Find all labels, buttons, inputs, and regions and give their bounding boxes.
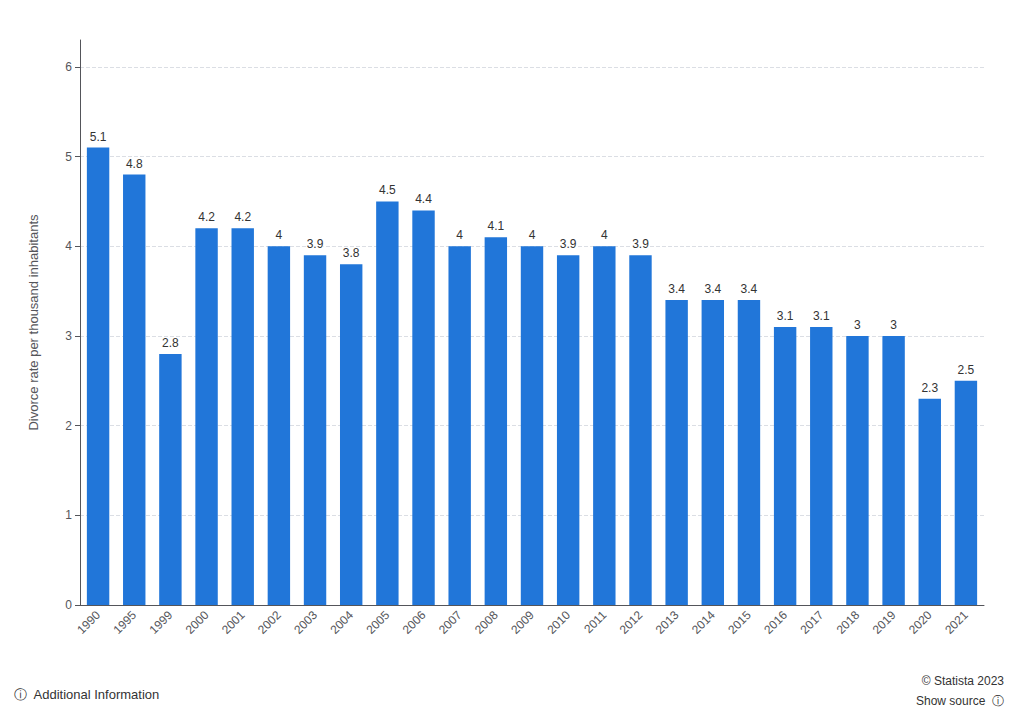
svg-text:2.3: 2.3	[921, 381, 938, 395]
svg-text:ⓘ Additional Information: ⓘ Additional Information	[14, 687, 159, 702]
svg-text:2009: 2009	[508, 608, 537, 637]
svg-text:2017: 2017	[797, 608, 826, 637]
svg-text:3.4: 3.4	[704, 282, 721, 296]
svg-text:3: 3	[854, 318, 861, 332]
svg-text:4.5: 4.5	[379, 183, 396, 197]
svg-text:0: 0	[65, 598, 72, 612]
svg-text:6: 6	[65, 60, 72, 74]
svg-text:2019: 2019	[870, 608, 899, 637]
svg-text:3.9: 3.9	[307, 237, 324, 251]
svg-text:2.5: 2.5	[958, 363, 975, 377]
svg-text:2011: 2011	[581, 608, 609, 636]
svg-text:2006: 2006	[400, 608, 429, 637]
svg-text:2004: 2004	[327, 608, 356, 637]
svg-text:2013: 2013	[653, 608, 682, 637]
svg-text:Divorce rate per thousand inha: Divorce rate per thousand inhabitants	[26, 214, 41, 431]
svg-text:4: 4	[601, 228, 608, 242]
svg-text:2001: 2001	[219, 608, 248, 637]
svg-text:3: 3	[65, 329, 72, 343]
svg-text:4.8: 4.8	[126, 157, 143, 171]
svg-text:2015: 2015	[725, 608, 754, 637]
svg-text:3.9: 3.9	[560, 237, 577, 251]
svg-text:3.8: 3.8	[343, 246, 360, 260]
svg-text:4.4: 4.4	[415, 192, 432, 206]
svg-text:5.1: 5.1	[90, 130, 107, 144]
svg-text:2003: 2003	[291, 608, 320, 637]
svg-text:1995: 1995	[110, 608, 139, 637]
svg-text:3: 3	[890, 318, 897, 332]
svg-text:2018: 2018	[834, 608, 863, 637]
svg-text:2016: 2016	[761, 608, 790, 637]
svg-text:2000: 2000	[183, 608, 212, 637]
svg-text:4: 4	[276, 228, 283, 242]
svg-text:2005: 2005	[364, 608, 393, 637]
svg-text:2: 2	[65, 419, 72, 433]
svg-text:2002: 2002	[255, 608, 284, 637]
svg-text:2010: 2010	[544, 608, 573, 637]
svg-text:3.4: 3.4	[741, 282, 758, 296]
svg-text:2020: 2020	[906, 608, 935, 637]
svg-text:2007: 2007	[436, 608, 465, 637]
svg-text:4: 4	[456, 228, 463, 242]
svg-text:4.2: 4.2	[198, 210, 215, 224]
svg-text:4: 4	[529, 228, 536, 242]
svg-text:4.2: 4.2	[234, 210, 251, 224]
svg-text:3.4: 3.4	[668, 282, 685, 296]
svg-text:3.9: 3.9	[632, 237, 649, 251]
svg-text:5: 5	[65, 150, 72, 164]
svg-text:3.1: 3.1	[777, 309, 794, 323]
svg-text:2021: 2021	[942, 608, 971, 637]
svg-text:4: 4	[65, 239, 72, 253]
svg-text:Show source ⓘ: Show source ⓘ	[916, 694, 1004, 708]
svg-text:1: 1	[65, 508, 72, 522]
svg-text:2.8: 2.8	[162, 336, 179, 350]
svg-text:4.1: 4.1	[487, 219, 504, 233]
svg-text:3.1: 3.1	[813, 309, 830, 323]
svg-text:1990: 1990	[74, 608, 103, 637]
svg-text:1999: 1999	[147, 608, 176, 637]
svg-text:2008: 2008	[472, 608, 501, 637]
svg-text:© Statista 2023: © Statista 2023	[922, 674, 1005, 688]
svg-text:2014: 2014	[689, 608, 718, 637]
svg-text:2012: 2012	[617, 608, 646, 637]
